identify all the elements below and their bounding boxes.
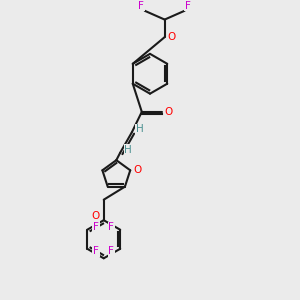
Text: O: O [92,211,100,221]
Text: H: H [136,124,144,134]
Text: F: F [93,246,99,256]
Text: O: O [165,107,173,117]
Text: F: F [109,246,114,256]
Text: F: F [93,222,99,233]
Text: H: H [124,145,132,155]
Text: F: F [185,1,191,10]
Text: F: F [138,1,144,10]
Text: O: O [168,32,176,42]
Text: F: F [109,222,114,233]
Text: O: O [134,165,142,175]
